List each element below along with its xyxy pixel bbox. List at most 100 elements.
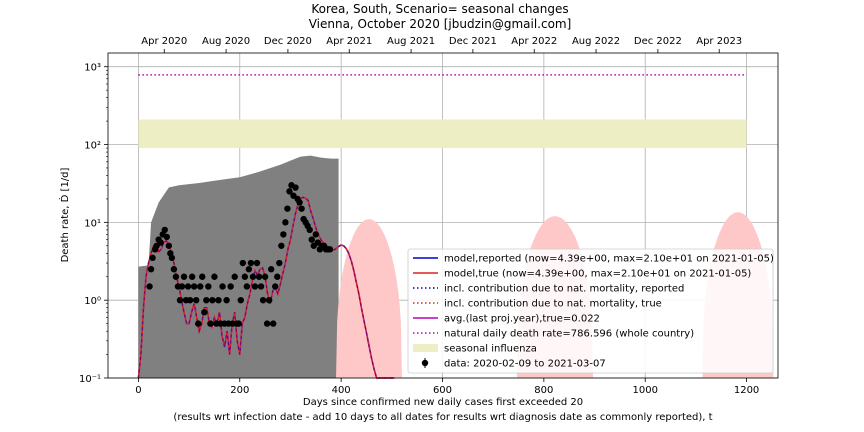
legend-swatch <box>413 344 438 352</box>
data-point <box>251 283 259 290</box>
x-tick-label: 800 <box>534 385 553 396</box>
data-point <box>241 273 249 280</box>
data-point <box>231 273 238 280</box>
data-point <box>284 205 291 212</box>
data-point <box>235 320 242 327</box>
x-tick-label: 200 <box>230 385 249 396</box>
data-point <box>199 273 206 280</box>
data-point <box>267 266 275 273</box>
data-point <box>172 273 180 280</box>
y-tick-label: 10² <box>84 141 101 152</box>
data-point <box>201 309 208 316</box>
data-point <box>282 219 289 226</box>
data-point <box>276 259 283 267</box>
top-tick-label: Aug 2020 <box>202 36 250 47</box>
legend-label: model,reported (now=4.39e+00, max=2.10e+… <box>444 254 774 265</box>
data-point <box>146 283 153 290</box>
y-tick-label: 10⁰ <box>84 296 101 307</box>
data-point <box>170 266 178 273</box>
data-point <box>298 205 305 212</box>
chart-title: Korea, South, Scenario= seasonal changes <box>311 2 568 16</box>
data-point <box>280 231 287 238</box>
data-point <box>278 242 285 249</box>
axes-frame <box>107 52 779 379</box>
data-point <box>197 283 204 290</box>
x-tick-label: 1000 <box>632 385 657 396</box>
data-point <box>190 283 198 290</box>
top-tick-label: Dec 2021 <box>449 36 497 47</box>
data-point <box>265 296 273 304</box>
data-point <box>272 283 279 290</box>
seasonal-influenza-band <box>138 119 747 149</box>
data-point <box>227 283 234 290</box>
data-point <box>192 296 200 304</box>
data-point <box>253 259 261 267</box>
data-point <box>188 273 196 280</box>
data-point <box>296 199 303 206</box>
top-axis-ticks: Apr 2020 Aug 2020 Dec 2020 Apr 2021 Aug 2021… <box>141 36 742 53</box>
legend-label: data: 2020-02-09 to 2021-03-07 <box>444 359 606 370</box>
data-point <box>161 226 168 234</box>
top-tick-label: Aug 2021 <box>387 36 435 47</box>
x-tick-label: 1200 <box>734 385 759 396</box>
data-point <box>274 273 281 280</box>
data-point <box>223 296 230 304</box>
data-point <box>186 296 194 304</box>
data-point <box>165 242 173 249</box>
data-point <box>205 283 212 290</box>
y-axis-label: Death rate, Ḋ [1/d] <box>58 167 71 262</box>
legend-label: model,true (now=4.39e+00, max=2.10e+01 o… <box>444 269 751 280</box>
legend-label: seasonal influenza <box>444 344 537 355</box>
data-point <box>259 296 267 304</box>
legend: model,reported (now=4.39e+00, max=2.10e+… <box>407 248 774 374</box>
data-point <box>292 184 299 191</box>
data-point <box>245 266 253 273</box>
data-point <box>326 246 334 253</box>
data-point <box>211 273 218 280</box>
legend-label: incl. contribution due to nat. mortality… <box>444 299 662 310</box>
data-point <box>257 283 265 290</box>
top-tick-label: Dec 2022 <box>634 36 682 47</box>
data-point <box>247 259 255 267</box>
data-point <box>184 283 192 290</box>
data-point <box>263 320 271 327</box>
top-tick-label: Apr 2023 <box>696 36 742 47</box>
x-tick-label: 600 <box>433 385 452 396</box>
data-point <box>215 296 222 304</box>
data-point <box>308 236 315 243</box>
data-point <box>176 296 184 304</box>
data-point <box>178 283 186 290</box>
legend-label: incl. contribution due to nat. mortality… <box>444 284 684 295</box>
top-tick-label: Apr 2021 <box>326 36 372 47</box>
x-tick-label: 400 <box>332 385 351 396</box>
y-tick-label: 10¹ <box>84 218 101 229</box>
data-point <box>237 296 244 304</box>
top-tick-label: Apr 2022 <box>511 36 557 47</box>
data-point <box>286 188 293 195</box>
data-point <box>163 233 170 241</box>
data-point <box>243 283 251 290</box>
data-point <box>255 273 263 280</box>
data-point <box>168 254 176 262</box>
x-axis-ticks: 0 200 400 600 800 1000 1200 <box>135 378 759 396</box>
data-point <box>149 254 156 262</box>
data-point <box>203 296 210 304</box>
data-point <box>312 231 319 238</box>
legend-label: natural daily death rate=786.596 (whole … <box>444 329 694 340</box>
top-tick-label: Aug 2022 <box>572 36 620 47</box>
data-point <box>249 273 257 280</box>
y-tick-label: 10⁻¹ <box>79 374 101 385</box>
y-tick-label: 10³ <box>84 63 101 74</box>
data-point <box>147 266 155 273</box>
y-axis-ticks: 10⁻¹ 10⁰ 10¹ 10² 10³ <box>79 63 108 385</box>
data-point <box>207 320 214 327</box>
seasonal-influenza-layer <box>138 119 747 149</box>
chart-subtitle: Vienna, October 2020 [jbudzin@gmail.com] <box>309 17 572 31</box>
data-point <box>261 273 269 280</box>
top-tick-label: Apr 2020 <box>141 36 187 47</box>
data-point <box>270 320 277 327</box>
x-axis-label-line1: Days since confirmed new daily cases fir… <box>303 397 583 408</box>
data-point <box>195 320 202 327</box>
x-axis-label-line2: (results wrt infection date - add 10 day… <box>173 412 712 423</box>
